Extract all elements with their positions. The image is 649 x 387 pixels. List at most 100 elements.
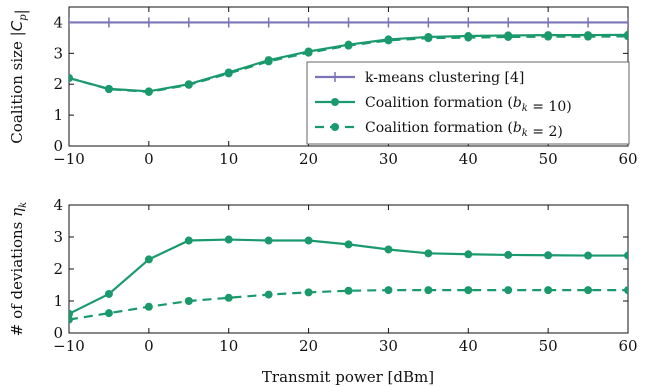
top-data-point — [263, 17, 274, 28]
legend-entry-label: Coalition formation (bk = 10) — [365, 95, 572, 115]
bottom-data-point — [504, 286, 513, 295]
bottom-data-point — [304, 288, 313, 297]
bottom-data-point — [584, 251, 593, 260]
top-y-tick-label: 3 — [53, 44, 63, 62]
x-axis-title: Transmit power [dBm] — [262, 368, 434, 386]
top-data-point — [384, 36, 393, 45]
legend-entry-marker — [331, 123, 339, 131]
top-data-point — [423, 17, 434, 28]
bottom-data-point — [184, 236, 193, 245]
top-y-tick-label: 4 — [53, 13, 63, 31]
top-data-point — [544, 32, 553, 41]
legend: k-means clustering [4] Coalition formatio… — [306, 61, 630, 145]
top-data-point — [104, 85, 113, 94]
bottom-data-point — [464, 286, 473, 295]
top-x-tick-label: 30 — [379, 150, 398, 168]
top-x-tick-label: 40 — [459, 150, 478, 168]
bottom-plot-area — [69, 235, 628, 324]
bottom-series-0 — [69, 235, 628, 318]
bottom-data-point — [384, 286, 393, 295]
bottom-data-point — [344, 240, 353, 249]
bottom-series-line — [69, 289, 628, 321]
bottom-plot-frame — [68, 204, 629, 334]
legend-entry-marker — [331, 98, 339, 106]
bottom-data-point — [104, 289, 113, 298]
bottom-data-point — [184, 297, 193, 305]
top-data-point — [303, 17, 314, 28]
legend-entry-marker — [330, 72, 340, 82]
legend-entry-label: k-means clustering [4] — [365, 70, 524, 86]
top-y-tick-label: 2 — [53, 75, 63, 93]
bottom-data-point — [264, 290, 273, 299]
bottom-series-1 — [69, 286, 628, 324]
top-data-point — [583, 17, 594, 28]
bottom-x-tick-label: 30 — [379, 337, 398, 355]
top-data-point — [383, 17, 394, 28]
bottom-y-tick-label: 2 — [53, 260, 63, 278]
bottom-data-point — [144, 255, 153, 264]
bottom-y-tick-label: 1 — [53, 292, 63, 310]
top-y-tick-label: 0 — [53, 137, 63, 155]
bottom-data-point — [544, 251, 553, 260]
bottom-data-point — [464, 250, 473, 259]
bottom-data-point — [424, 286, 433, 295]
top-data-point — [464, 33, 473, 42]
top-data-point — [543, 17, 554, 28]
top-data-point — [184, 80, 193, 89]
bottom-data-point — [224, 293, 233, 302]
top-series-0 — [69, 17, 628, 28]
top-x-tick-label: 10 — [219, 150, 238, 168]
top-data-point — [143, 17, 154, 28]
top-data-point — [344, 41, 353, 50]
top-data-point — [304, 48, 313, 57]
bottom-x-tick-label: 60 — [618, 337, 637, 355]
top-data-point — [223, 17, 234, 28]
top-data-point — [503, 17, 514, 28]
bottom-x-tick-label: 20 — [299, 337, 318, 355]
top-data-point — [69, 17, 74, 28]
top-x-tick-label: 50 — [539, 150, 558, 168]
top-data-point — [463, 17, 474, 28]
bottom-y-tick-label: 0 — [53, 324, 63, 342]
bottom-data-point — [69, 315, 73, 324]
top-data-point — [103, 17, 114, 28]
bottom-x-tick-label: 10 — [219, 337, 238, 355]
bottom-x-tick-label: 50 — [539, 337, 558, 355]
bottom-data-point — [344, 286, 353, 295]
bottom-y-tick-label: 4 — [53, 196, 63, 214]
bottom-y-axis-title: # of deviations ηk — [8, 202, 29, 336]
top-data-point — [504, 32, 513, 41]
top-y-tick-label: 1 — [53, 106, 63, 124]
bottom-series-line — [69, 238, 628, 315]
top-data-point — [69, 74, 73, 83]
bottom-data-point — [504, 250, 513, 259]
bottom-x-tick-label: 40 — [459, 337, 478, 355]
top-series-2 — [69, 32, 628, 96]
bottom-data-point — [144, 302, 153, 311]
top-data-point — [183, 17, 194, 28]
bottom-data-point — [304, 236, 313, 245]
bottom-x-tick-label: 0 — [144, 337, 154, 355]
bottom-data-point — [624, 251, 628, 260]
bottom-data-point — [424, 249, 433, 258]
bottom-y-tick-label: 3 — [53, 228, 63, 246]
top-data-point — [224, 69, 233, 78]
top-data-point — [624, 32, 628, 41]
bottom-data-point — [544, 286, 553, 295]
top-x-tick-label: 0 — [144, 150, 154, 168]
bottom-data-point — [624, 286, 628, 295]
bottom-data-point — [264, 236, 273, 245]
top-data-point — [584, 32, 593, 41]
top-data-point — [343, 17, 354, 28]
top-plot-area — [69, 17, 628, 96]
bottom-data-point — [584, 286, 593, 295]
bottom-data-point — [384, 245, 393, 254]
legend-box — [306, 61, 630, 145]
top-x-tick-label: 20 — [299, 150, 318, 168]
top-x-tick-label: 60 — [618, 150, 637, 168]
top-data-point — [144, 87, 153, 96]
bottom-data-point — [224, 235, 233, 244]
